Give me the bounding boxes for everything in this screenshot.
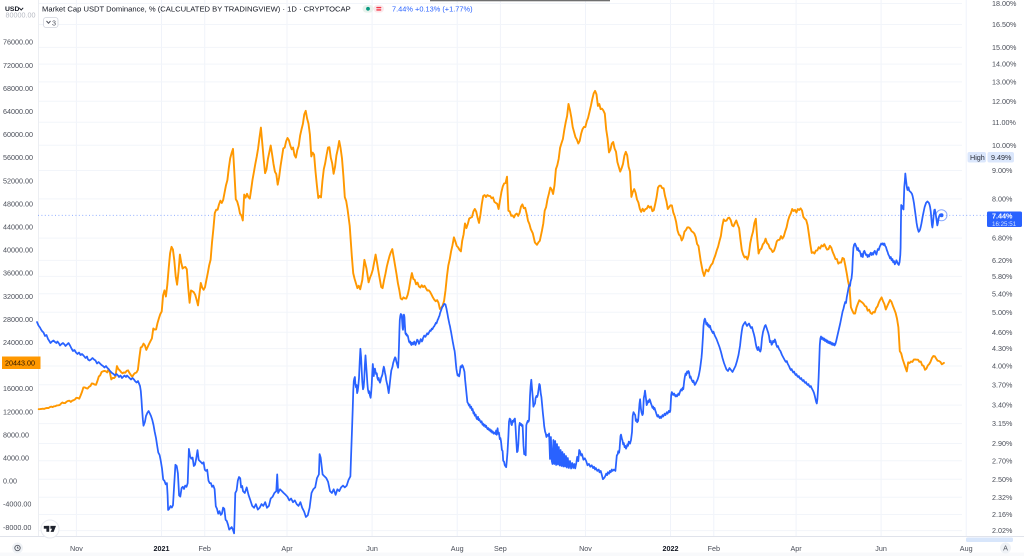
svg-text:Nov: Nov (579, 544, 592, 553)
svg-text:64000.00: 64000.00 (3, 107, 33, 116)
svg-text:3.15%: 3.15% (992, 419, 1013, 428)
svg-text:Nov: Nov (70, 544, 83, 553)
svg-text:10.00%: 10.00% (992, 141, 1017, 150)
svg-text:24000.00: 24000.00 (3, 338, 33, 347)
svg-text:76000.00: 76000.00 (3, 38, 33, 47)
svg-text:3.40%: 3.40% (992, 401, 1013, 410)
svg-text:56000.00: 56000.00 (3, 153, 33, 162)
svg-text:72000.00: 72000.00 (3, 61, 33, 70)
svg-text:Feb: Feb (708, 544, 720, 553)
svg-text:Apr: Apr (281, 544, 293, 553)
svg-text:32000.00: 32000.00 (3, 292, 33, 301)
svg-text:13.00%: 13.00% (992, 78, 1017, 87)
svg-text:2.16%: 2.16% (992, 510, 1013, 519)
svg-text:18.00%: 18.00% (992, 0, 1017, 8)
svg-text:6.20%: 6.20% (992, 256, 1013, 265)
svg-text:5.00%: 5.00% (992, 308, 1013, 317)
svg-text:2.90%: 2.90% (992, 439, 1013, 448)
svg-text:9.49%: 9.49% (991, 153, 1012, 162)
svg-text:Sep: Sep (494, 544, 507, 553)
svg-text:Jun: Jun (875, 544, 887, 553)
svg-text:80000.00: 80000.00 (6, 11, 36, 20)
svg-text:4.00%: 4.00% (992, 362, 1013, 371)
svg-text:Aug: Aug (960, 544, 973, 553)
svg-text:15.00%: 15.00% (992, 43, 1017, 52)
svg-text:60000.00: 60000.00 (3, 130, 33, 139)
svg-text:7.44%: 7.44% (992, 212, 1013, 221)
svg-text:3.70%: 3.70% (992, 380, 1013, 389)
svg-text:12.00%: 12.00% (992, 97, 1017, 106)
svg-text:5.80%: 5.80% (992, 272, 1013, 281)
svg-text:4.30%: 4.30% (992, 344, 1013, 353)
svg-text:48000.00: 48000.00 (3, 199, 33, 208)
svg-text:5.40%: 5.40% (992, 289, 1013, 298)
svg-text:16000.00: 16000.00 (3, 384, 33, 393)
svg-text:Aug: Aug (451, 544, 464, 553)
svg-text:14.00%: 14.00% (992, 60, 1017, 69)
svg-text:8000.00: 8000.00 (3, 430, 29, 439)
svg-text:2022: 2022 (663, 544, 679, 553)
svg-text:40000.00: 40000.00 (3, 246, 33, 255)
svg-text:2021: 2021 (154, 544, 170, 553)
svg-text:2.02%: 2.02% (992, 526, 1013, 535)
svg-text:7.44% +0.13% (+1.77%): 7.44% +0.13% (+1.77%) (392, 4, 473, 13)
svg-text:-4000.00: -4000.00 (3, 500, 31, 509)
svg-text:Market Cap USDT Dominance, % (: Market Cap USDT Dominance, % (CALCULATED… (42, 5, 351, 14)
svg-text:A: A (1003, 544, 1008, 553)
svg-text:4000.00: 4000.00 (3, 454, 29, 463)
svg-text:2.50%: 2.50% (992, 475, 1013, 484)
svg-text:20443.00: 20443.00 (5, 358, 35, 367)
svg-text:44000.00: 44000.00 (3, 223, 33, 232)
svg-text:12000.00: 12000.00 (3, 407, 33, 416)
svg-text:16:25:51: 16:25:51 (992, 221, 1017, 228)
svg-text:4.60%: 4.60% (992, 328, 1013, 337)
svg-text:2.70%: 2.70% (992, 456, 1013, 465)
svg-text:28000.00: 28000.00 (3, 315, 33, 324)
svg-text:Apr: Apr (791, 544, 803, 553)
svg-text:High: High (970, 153, 985, 162)
svg-text:6.80%: 6.80% (992, 234, 1013, 243)
svg-text:2.32%: 2.32% (992, 493, 1013, 502)
svg-text:52000.00: 52000.00 (3, 176, 33, 185)
svg-text:68000.00: 68000.00 (3, 84, 33, 93)
svg-text:Jun: Jun (366, 544, 378, 553)
svg-text:USD: USD (5, 6, 19, 13)
svg-text:11.00%: 11.00% (992, 118, 1016, 127)
svg-text:9.00%: 9.00% (992, 166, 1013, 175)
svg-text:0.00: 0.00 (3, 477, 17, 486)
svg-text:16.50%: 16.50% (992, 20, 1017, 29)
svg-text:8.00%: 8.00% (992, 195, 1013, 204)
svg-text:Feb: Feb (199, 544, 211, 553)
svg-text:-8000.00: -8000.00 (3, 523, 31, 532)
svg-text:36000.00: 36000.00 (3, 269, 33, 278)
svg-text:3: 3 (52, 18, 56, 27)
